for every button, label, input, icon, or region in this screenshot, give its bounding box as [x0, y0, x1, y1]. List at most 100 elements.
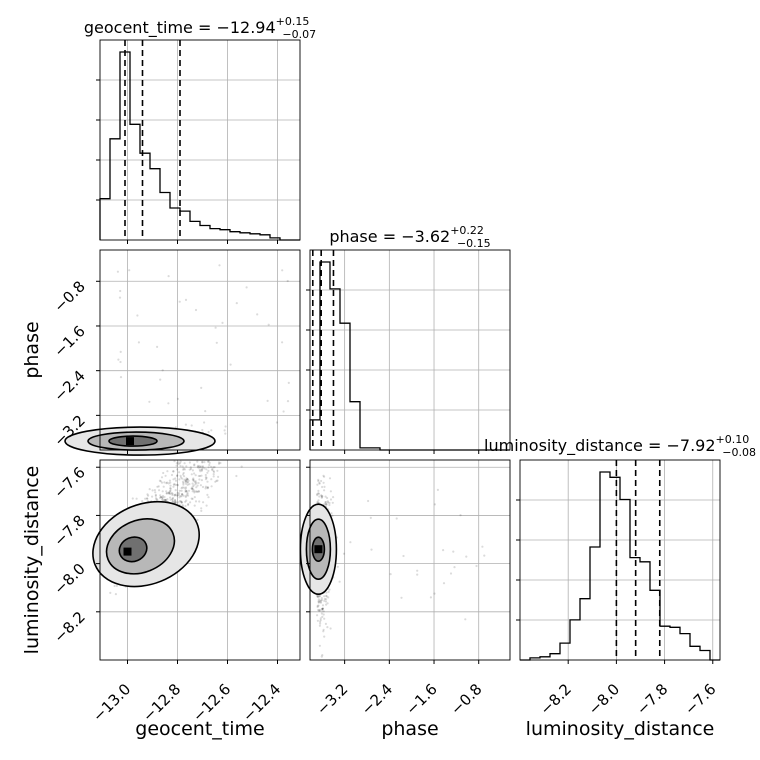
sample-point: [182, 471, 185, 475]
sample-point: [320, 612, 323, 615]
sample-point: [453, 566, 456, 569]
sample-point: [321, 495, 324, 498]
sample-point: [172, 496, 175, 500]
sample-point: [181, 504, 184, 507]
sample-point: [210, 465, 213, 468]
sample-point: [317, 608, 320, 612]
sample-point: [158, 479, 161, 482]
sample-point: [167, 491, 171, 494]
sample-point: [178, 478, 181, 481]
sample-point: [206, 493, 209, 496]
sample-point: [328, 503, 331, 507]
sample-point: [331, 514, 334, 517]
sample-point: [327, 501, 330, 504]
sample-point: [193, 472, 196, 475]
sample-point: [183, 475, 186, 478]
sample-point: [202, 501, 205, 504]
sample-point: [216, 479, 219, 482]
sample-point: [197, 481, 200, 485]
sample-point: [159, 378, 162, 381]
sample-point: [185, 490, 188, 493]
sample-point: [316, 619, 319, 622]
sample-point: [328, 588, 331, 591]
sample-point: [168, 479, 171, 482]
sample-point: [322, 610, 325, 613]
sample-point: [205, 476, 208, 479]
sample-point: [321, 607, 325, 610]
sample-point: [207, 466, 210, 469]
sample-point: [184, 495, 187, 499]
sample-point: [218, 264, 221, 267]
x-tick-label: −8.0: [585, 680, 623, 718]
sample-point: [433, 503, 436, 506]
sample-point: [325, 603, 328, 606]
sample-point: [193, 504, 196, 507]
sample-point: [161, 490, 164, 493]
sample-point: [186, 478, 189, 481]
sample-point: [321, 607, 324, 610]
sample-point: [319, 617, 322, 620]
sample-point: [320, 494, 323, 497]
sample-point: [176, 484, 179, 487]
sample-point: [191, 497, 194, 500]
histogram-luminosity-distance: [520, 471, 720, 661]
sample-point: [320, 655, 323, 658]
sample-point: [154, 497, 158, 500]
sample-point: [183, 468, 186, 471]
sample-point: [184, 298, 188, 301]
sample-point: [178, 500, 181, 503]
sample-point: [217, 461, 221, 464]
sample-point: [174, 479, 178, 482]
sample-point: [210, 478, 213, 481]
sample-point: [317, 609, 320, 612]
sample-point: [169, 484, 172, 487]
sample-point: [116, 270, 119, 273]
sample-point: [286, 279, 289, 283]
sample-point: [191, 488, 194, 491]
sample-point: [171, 492, 174, 495]
sample-point: [201, 460, 204, 463]
sample-point: [186, 478, 189, 481]
sample-point: [317, 595, 320, 598]
sample-point: [331, 501, 334, 504]
sample-point: [179, 460, 182, 463]
sample-point: [188, 461, 191, 464]
sample-point: [216, 469, 219, 472]
sample-point: [191, 478, 194, 481]
sample-point: [197, 466, 200, 469]
xlabel-geocent-time: geocent_time: [135, 718, 264, 740]
sample-point: [429, 596, 432, 599]
sample-point: [197, 474, 200, 478]
sample-point: [171, 493, 174, 497]
sample-point: [282, 410, 285, 413]
sample-point: [325, 595, 328, 598]
sample-point: [188, 483, 191, 486]
sample-point: [184, 486, 188, 489]
sample-point: [200, 474, 203, 477]
sample-point: [321, 485, 324, 489]
histogram-geocent-time: [99, 51, 300, 241]
sample-point: [146, 497, 149, 500]
sample-point: [318, 595, 321, 598]
sample-point: [159, 496, 162, 499]
sample-point: [192, 478, 195, 481]
sample-point: [318, 601, 321, 604]
sample-point: [195, 490, 198, 493]
sample-point: [208, 463, 211, 467]
sample-point: [181, 480, 185, 483]
sample-point: [240, 465, 243, 468]
sample-point: [167, 482, 170, 485]
sample-point: [402, 554, 405, 558]
sample-point: [173, 501, 176, 504]
x-tick-label: −13.0: [89, 680, 134, 725]
sample-point: [181, 465, 184, 468]
sample-point: [200, 479, 203, 482]
sample-point: [442, 582, 446, 585]
sample-point: [329, 627, 332, 630]
x-tick-label: −7.8: [633, 680, 671, 718]
sample-point: [317, 489, 320, 492]
sample-point: [187, 489, 191, 492]
sample-point: [318, 644, 321, 647]
x-tick-label: −2.4: [358, 680, 396, 718]
sample-point: [186, 481, 189, 484]
